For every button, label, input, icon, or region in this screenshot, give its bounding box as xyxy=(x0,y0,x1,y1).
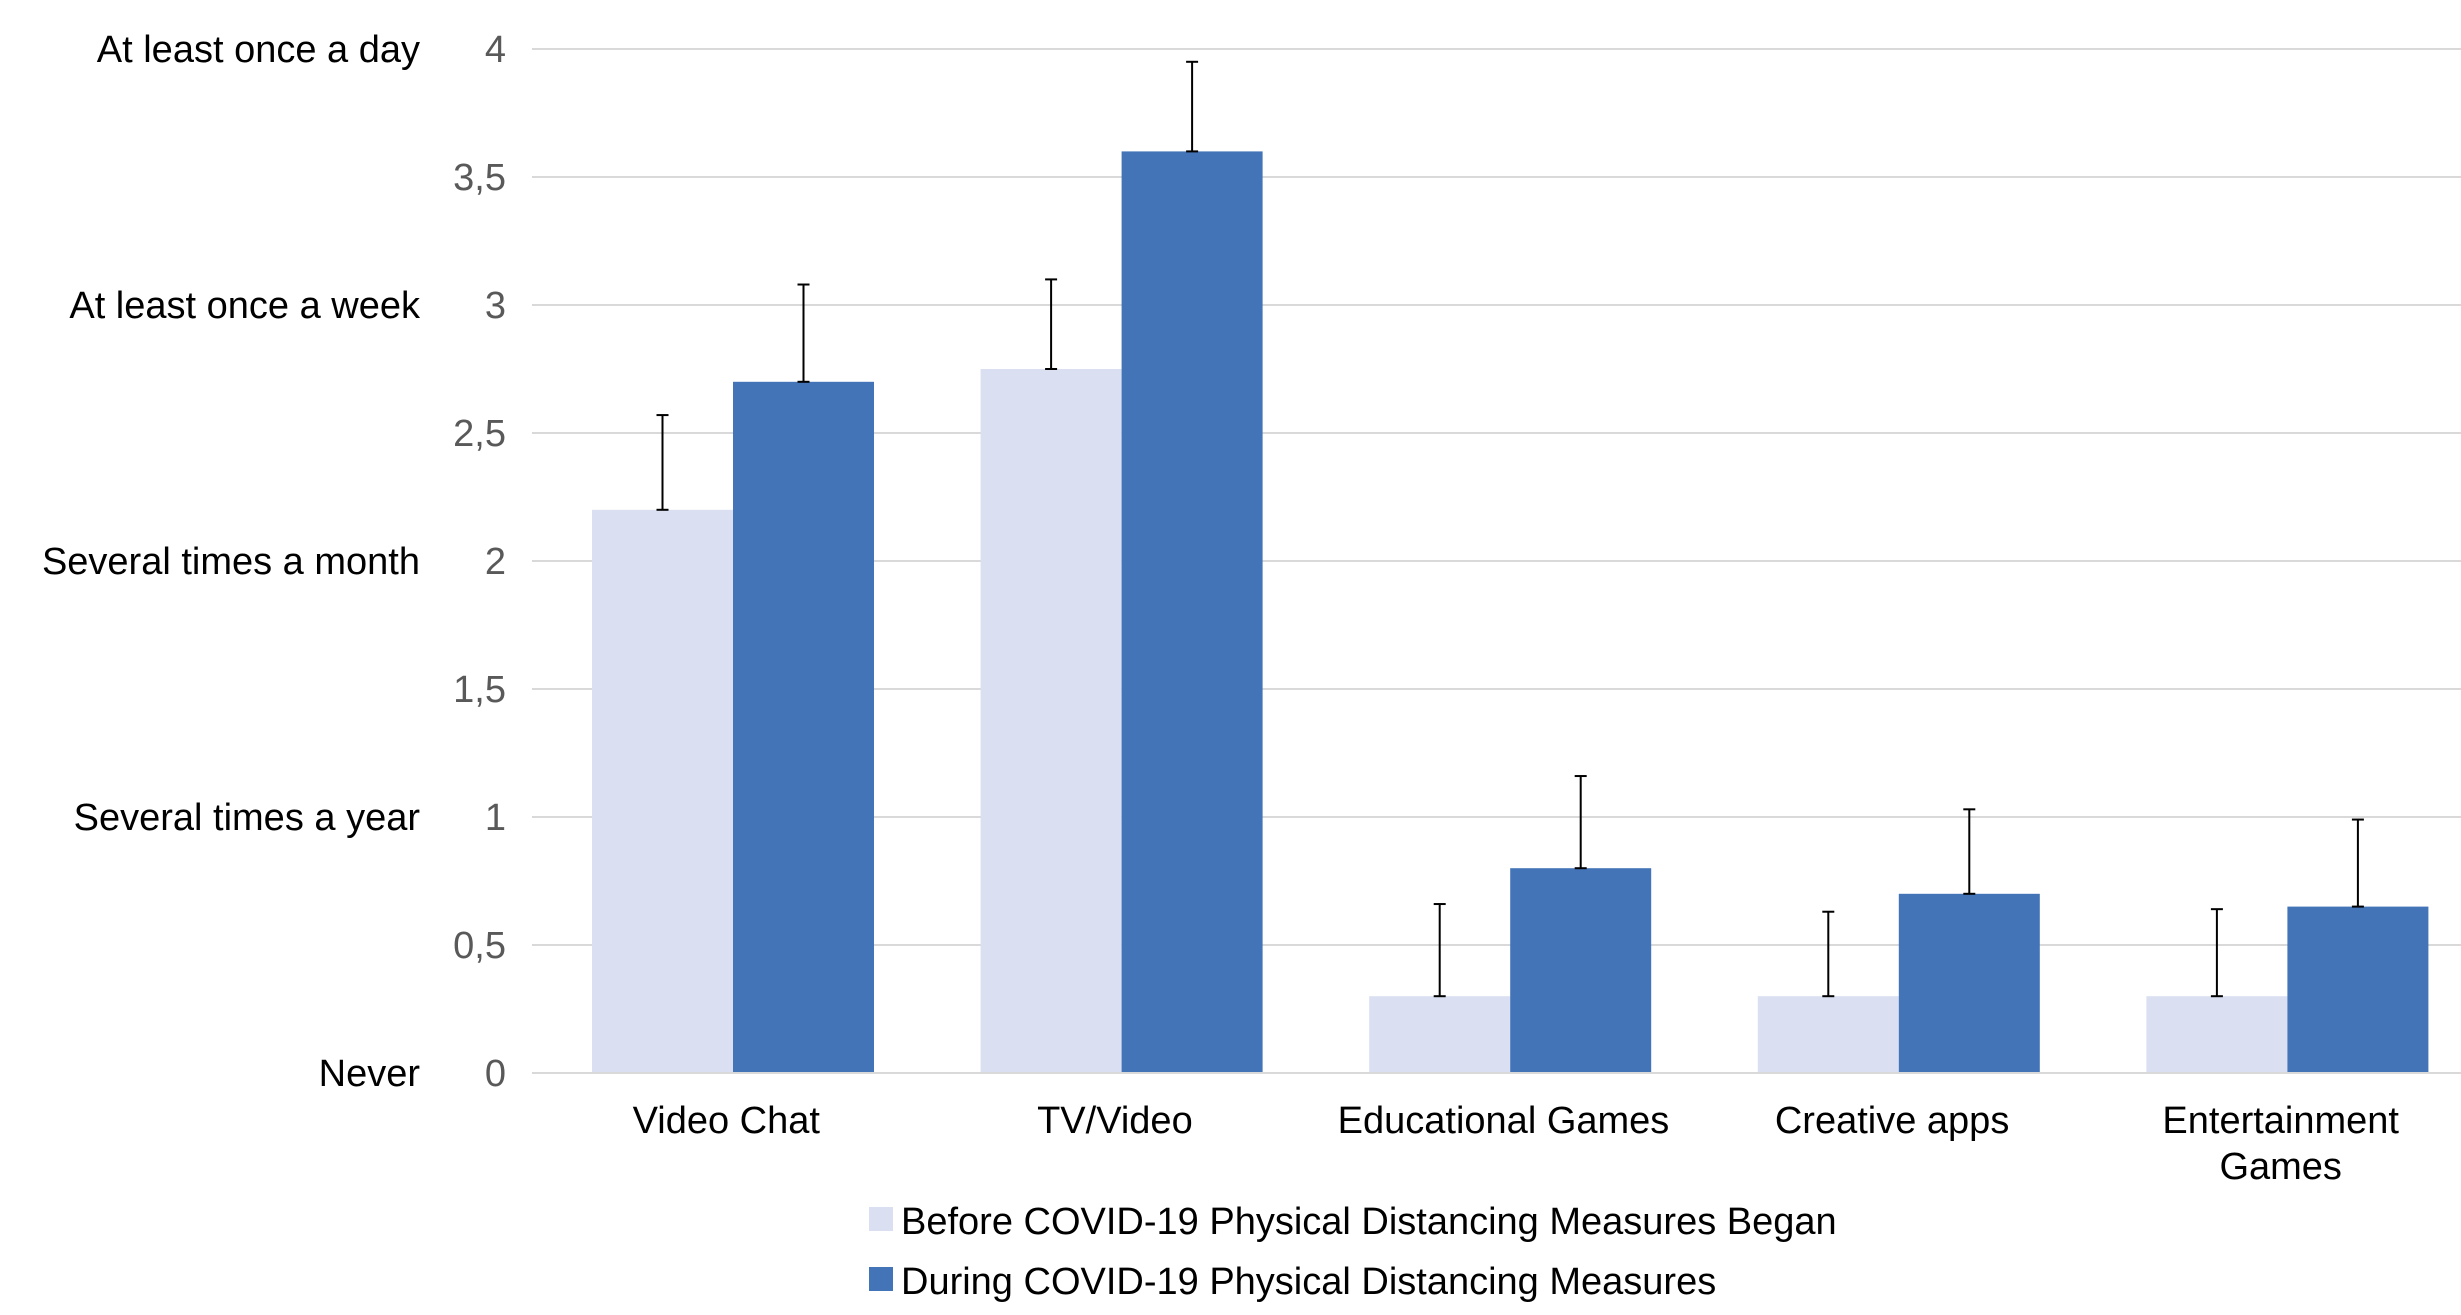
legend-swatch xyxy=(869,1207,893,1231)
bar xyxy=(2287,906,2429,1073)
legend-swatch xyxy=(869,1267,893,1291)
bar xyxy=(1121,151,1263,1073)
y-tick-label: 4 xyxy=(485,29,506,71)
x-tick-label: Games xyxy=(2219,1146,2341,1188)
x-tick-label: TV/Video xyxy=(1037,1100,1193,1142)
y-tick-label: 0 xyxy=(485,1053,506,1095)
bar xyxy=(1757,996,1899,1073)
y-tick-label: 2 xyxy=(485,541,506,583)
frequency-label: At least once a day xyxy=(97,29,420,71)
frequency-label: Several times a month xyxy=(42,541,420,583)
bar xyxy=(980,369,1122,1073)
x-tick-label: Creative apps xyxy=(1775,1100,2009,1142)
bar xyxy=(1510,868,1652,1073)
legend-label: During COVID-19 Physical Distancing Meas… xyxy=(901,1261,1716,1303)
frequency-label: Never xyxy=(319,1053,421,1095)
y-tick-label: 1,5 xyxy=(453,669,506,711)
error-bars xyxy=(656,60,2364,998)
x-axis-category-labels: Video Chat TV/Video Educational Games Creat… xyxy=(633,1100,2400,1188)
y-tick-label: 3 xyxy=(485,285,506,327)
frequency-label: Several times a year xyxy=(74,797,421,839)
frequency-label: At least once a week xyxy=(69,285,421,327)
x-tick-label: Video Chat xyxy=(633,1100,821,1142)
frequency-labels: Never Several times a year Several times a… xyxy=(42,29,421,1095)
legend-label: Before COVID-19 Physical Distancing Meas… xyxy=(901,1201,1837,1243)
legend: Before COVID-19 Physical Distancing Meas… xyxy=(869,1201,1837,1303)
x-tick-label: Educational Games xyxy=(1338,1100,1670,1142)
y-tick-label: 1 xyxy=(485,797,506,839)
y-tick-label: 2,5 xyxy=(453,413,506,455)
x-tick-label: Entertainment xyxy=(2162,1100,2399,1142)
bar xyxy=(2146,996,2288,1073)
bar xyxy=(733,381,874,1073)
y-tick-label: 0,5 xyxy=(453,925,506,967)
bar xyxy=(1898,893,2040,1073)
y-axis-tick-labels: 0 0,5 1 1,5 2 2,5 3 3,5 4 xyxy=(453,29,506,1095)
y-tick-label: 3,5 xyxy=(453,157,506,199)
bar xyxy=(1369,996,1511,1073)
bars xyxy=(592,151,2429,1073)
bar xyxy=(592,509,733,1073)
